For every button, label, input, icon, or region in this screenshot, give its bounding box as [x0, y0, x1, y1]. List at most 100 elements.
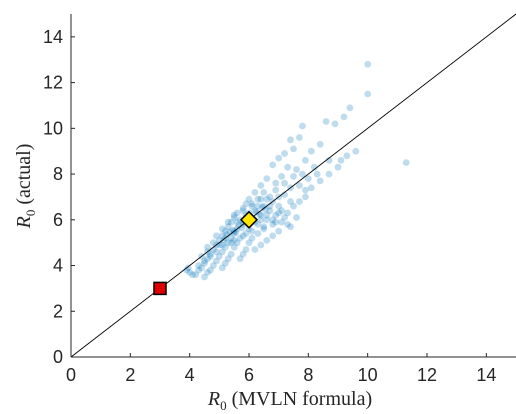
- scatter-point: [204, 255, 211, 263]
- scatter-point: [210, 239, 217, 247]
- scatter-point: [325, 156, 333, 164]
- scatter-point: [364, 90, 372, 98]
- scatter-point: [310, 163, 318, 171]
- scatter-point: [287, 198, 294, 205]
- scatter-point: [296, 198, 303, 205]
- scatter-point: [307, 184, 315, 192]
- scatter-point: [278, 173, 285, 180]
- scatter-point: [402, 159, 410, 167]
- scatter-point: [239, 205, 247, 212]
- scatter-point: [251, 207, 259, 215]
- scatter-point: [281, 191, 288, 199]
- scatter-point: [198, 264, 205, 272]
- scatter-point: [183, 266, 191, 274]
- scatter-point: [230, 211, 238, 219]
- scatter-point: [263, 211, 271, 219]
- scatter-point: [195, 266, 203, 274]
- scatter-point: [233, 209, 241, 217]
- scatter-point: [275, 227, 283, 235]
- scatter-point: [245, 239, 253, 247]
- scatter-point: [260, 225, 268, 233]
- scatter-point: [260, 202, 268, 210]
- scatter-point: [213, 248, 220, 256]
- scatter-point: [269, 216, 277, 224]
- scatter-point: [221, 243, 229, 251]
- scatter-point: [296, 182, 303, 189]
- scatter-point: [261, 206, 269, 213]
- scatter-point: [343, 152, 351, 160]
- scatter-point: [272, 179, 280, 187]
- scatter-point: [269, 232, 277, 240]
- scatter-point: [263, 175, 271, 183]
- scatter-point: [229, 226, 237, 234]
- scatter-point: [195, 262, 203, 269]
- scatter-point: [233, 239, 241, 247]
- scatter-point: [218, 264, 226, 272]
- scatter-point: [215, 237, 223, 244]
- scatter-point: [204, 243, 211, 251]
- scatter-point: [331, 120, 339, 128]
- scatter-point: [260, 189, 268, 196]
- scatter-point: [316, 177, 324, 185]
- highlight-points: [153, 210, 259, 296]
- scatter-point: [307, 147, 315, 155]
- scatter-point: [248, 234, 256, 242]
- y-tick-label: 8: [53, 164, 63, 184]
- scatter-point: [254, 221, 262, 228]
- scatter-point: [275, 209, 283, 217]
- scatter-point: [275, 154, 283, 162]
- scatter-point: [226, 229, 234, 236]
- scatter-point: [254, 230, 262, 237]
- scatter-point: [272, 211, 280, 219]
- scatter-point: [207, 250, 214, 258]
- scatter-point: [290, 145, 297, 153]
- scatter-point: [224, 255, 232, 263]
- scatter-point: [251, 189, 259, 196]
- scatter-point: [236, 255, 244, 263]
- scatter-point: [256, 210, 263, 218]
- scatter-point: [227, 218, 235, 226]
- scatter-point: [184, 264, 192, 272]
- scatter-point: [259, 203, 266, 211]
- scatter-point: [213, 232, 220, 240]
- scatter-point: [304, 175, 312, 183]
- scatter-point: [346, 104, 354, 112]
- scatter-point: [230, 230, 238, 237]
- scatter-point: [220, 237, 228, 244]
- scatter-point: [213, 257, 220, 265]
- scatter-point: [281, 179, 288, 187]
- scatter-point: [253, 208, 260, 216]
- scatter-point: [236, 234, 244, 242]
- scatter-point: [257, 182, 265, 189]
- scatter-point: [278, 207, 285, 215]
- scatter-point: [281, 214, 288, 221]
- scatter-point: [299, 170, 306, 178]
- scatter-point: [227, 239, 235, 247]
- scatter-point: [266, 202, 274, 210]
- scatter-point: [233, 218, 241, 226]
- scatter-point: [302, 186, 309, 194]
- scatter-point: [296, 134, 303, 141]
- scatter-point: [239, 250, 247, 258]
- scatter-point: [230, 237, 238, 244]
- scatter-point: [257, 195, 265, 203]
- scatter-point: [201, 257, 208, 265]
- scatter-point: [189, 271, 197, 279]
- scatter-point: [266, 193, 274, 201]
- y-tick-label: 4: [53, 256, 63, 276]
- scatter-point: [210, 262, 217, 269]
- scatter-point: [232, 229, 240, 236]
- scatter-point: [207, 266, 214, 274]
- scatter-point: [257, 241, 265, 249]
- scatter-point: [364, 60, 372, 68]
- scatter-point: [235, 222, 243, 229]
- y-tick-label: 10: [43, 118, 63, 138]
- scatter-point: [272, 186, 280, 194]
- x-tick-label: 8: [303, 365, 313, 385]
- scatter-point: [334, 163, 342, 171]
- scatter-point: [242, 200, 250, 208]
- scatter-point: [201, 273, 208, 281]
- scatter-point: [227, 250, 235, 258]
- scatter-point: [299, 122, 306, 130]
